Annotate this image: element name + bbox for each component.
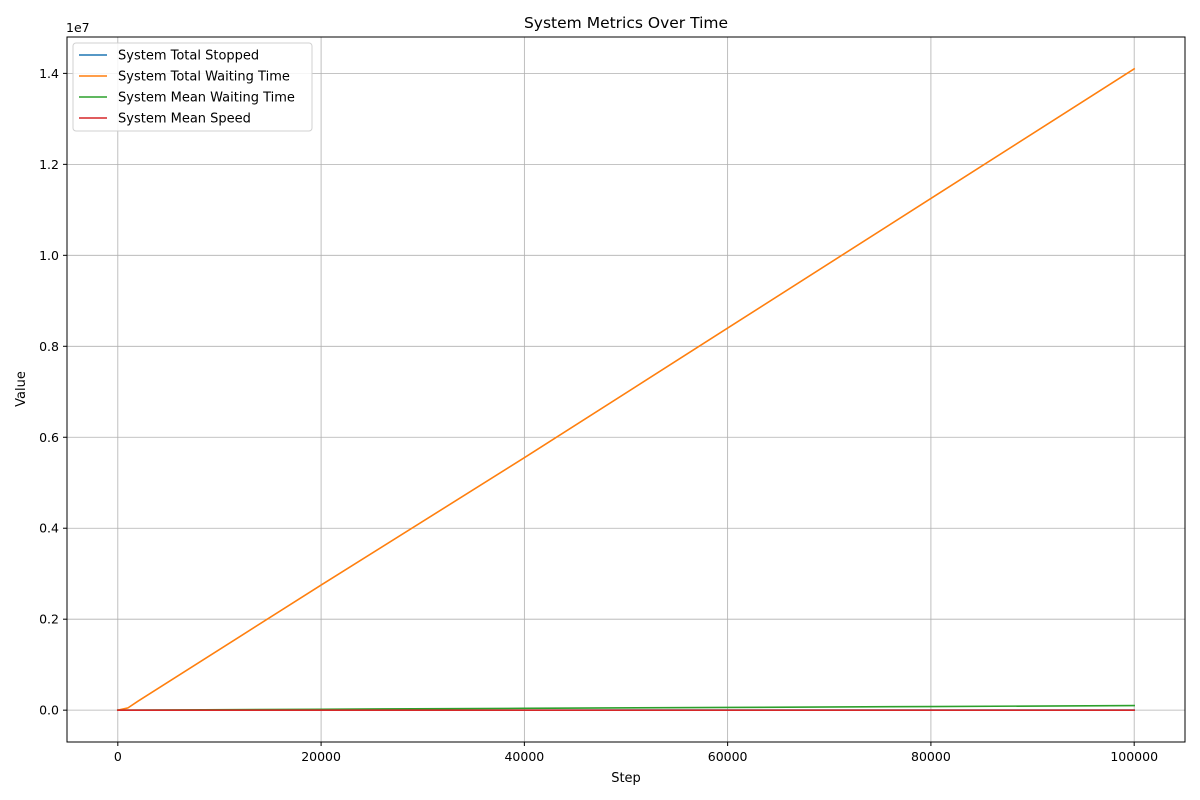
- x-tick-label: 0: [114, 749, 122, 764]
- legend-label: System Mean Speed: [118, 112, 251, 127]
- y-axis-offset-label: 1e7: [66, 20, 90, 35]
- y-tick-label: 1.4: [39, 66, 59, 81]
- legend-box: [72, 42, 313, 132]
- plot-frame: [66, 36, 1186, 743]
- y-tick-label: 1.2: [39, 157, 59, 172]
- x-tick-label: 60000: [708, 749, 748, 764]
- legend: System Total Stopped System Total Waiting…: [72, 42, 313, 132]
- series-lines: [116, 67, 1136, 712]
- x-axis-label: Step: [611, 771, 641, 786]
- y-tick-label: 0.4: [39, 521, 59, 536]
- x-tick-label: 40000: [504, 749, 544, 764]
- y-axis-ticks: 0.0 0.2 0.4 0.6 0.8 1.0 1.2 1.4: [39, 66, 67, 718]
- x-tick-label: 20000: [301, 749, 341, 764]
- y-tick-label: 0.8: [39, 339, 59, 354]
- y-tick-label: 0.2: [39, 612, 59, 627]
- grid: [67, 37, 1185, 742]
- legend-label: System Total Stopped: [118, 49, 259, 64]
- y-tick-label: 0.6: [39, 430, 59, 445]
- x-axis-ticks: 0 20000 40000 60000 80000 100000: [114, 742, 1158, 764]
- y-tick-label: 0.0: [39, 703, 59, 718]
- series-line-2: [116, 67, 1136, 712]
- x-tick-label: 100000: [1110, 749, 1158, 764]
- legend-label: System Mean Waiting Time: [118, 91, 295, 106]
- y-tick-label: 1.0: [39, 248, 59, 263]
- chart-title: System Metrics Over Time: [524, 14, 728, 32]
- legend-label: System Total Waiting Time: [118, 70, 290, 85]
- x-tick-label: 80000: [911, 749, 951, 764]
- y-axis-label: Value: [14, 371, 29, 407]
